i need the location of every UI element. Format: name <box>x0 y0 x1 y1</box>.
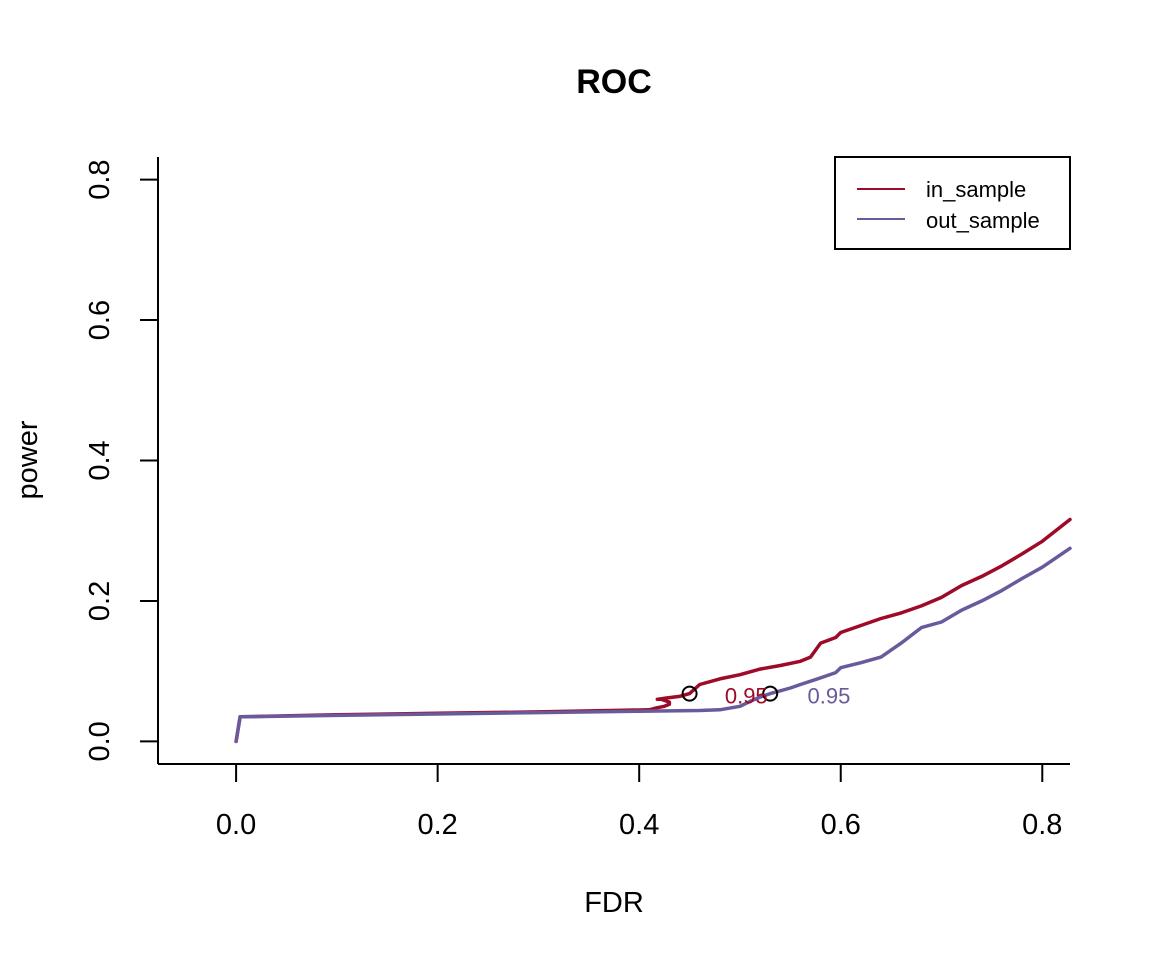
annotation-layer: 0.95 0.95 <box>725 684 850 709</box>
x-axis-ticks: 0.0 0.2 0.4 0.6 0.8 <box>216 764 1062 841</box>
series-line-out-sample <box>234 546 1072 744</box>
y-tick-label: 0.6 <box>84 300 116 340</box>
y-tick-label: 0.4 <box>84 440 116 480</box>
legend: in_sample out_sample <box>834 156 1071 250</box>
x-tick-label: 0.2 <box>417 809 457 841</box>
x-tick-label: 0.0 <box>216 809 256 841</box>
x-tick-label: 0.4 <box>619 809 659 841</box>
x-tick-label: 0.6 <box>821 809 861 841</box>
threshold-marker-in-sample <box>681 685 698 702</box>
legend-label-out-sample: out_sample <box>926 208 1040 233</box>
legend-label-in-sample: in_sample <box>926 177 1026 202</box>
y-tick-label: 0.8 <box>84 159 116 199</box>
y-axis-title: power <box>12 420 44 499</box>
series-layer <box>234 517 1072 744</box>
y-axis-ticks: 0.0 0.2 0.4 0.6 0.8 <box>84 159 158 762</box>
series-line-in-sample <box>234 517 1072 744</box>
threshold-label-in-sample: 0.95 <box>725 684 768 709</box>
y-tick-label: 0.0 <box>84 721 116 761</box>
chart-title: ROC <box>576 63 652 101</box>
threshold-label-out-sample: 0.95 <box>807 684 850 709</box>
x-tick-label: 0.8 <box>1022 809 1062 841</box>
threshold-marker-out-sample <box>762 685 779 702</box>
marker-layer <box>681 685 779 702</box>
legend-box <box>834 156 1071 250</box>
y-tick-label: 0.2 <box>84 581 116 621</box>
x-axis-title: FDR <box>584 887 644 919</box>
